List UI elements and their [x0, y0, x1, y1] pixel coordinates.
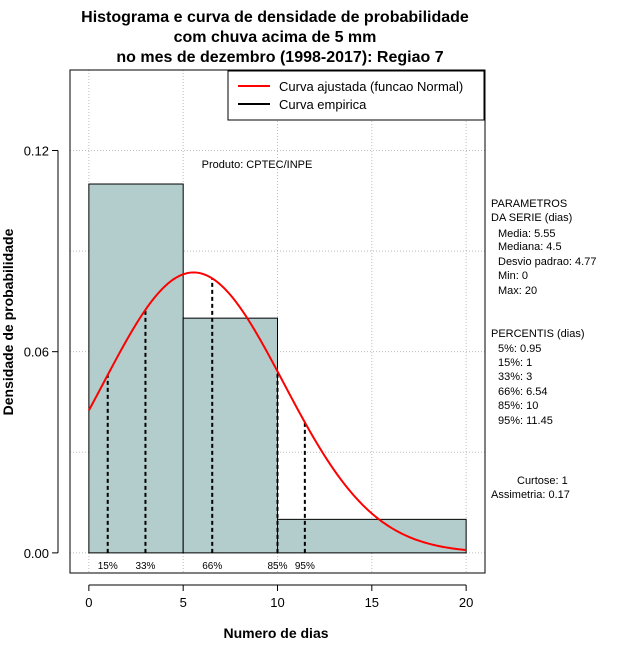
percentil-95: 95%: 11.45	[498, 415, 553, 427]
plot-frame	[69, 69, 486, 574]
percentil-15: 15%: 1	[498, 357, 532, 369]
legend-label-fitted: Curva ajustada (funcao Normal)	[279, 79, 463, 94]
param-desvio: Desvio padrao: 4.77	[498, 256, 596, 268]
chart-title-line-2: com chuva acima de 5 mm	[174, 29, 377, 46]
legend-label-empirical: Curva empirica	[279, 97, 367, 112]
histogram-bars	[88, 183, 467, 554]
param-media: Media: 5.55	[498, 228, 555, 240]
histogram-bar	[182, 317, 279, 554]
y-tick-label: 0.06	[24, 345, 49, 360]
percentile-lines: 15% 33% 66% 85% 95%	[98, 278, 315, 572]
fitted-curve	[87, 271, 467, 552]
x-axis-title: Numero de dias	[223, 625, 328, 641]
assimetria-value: Assimetria: 0.17	[491, 489, 570, 501]
parametros-title-2: DA SERIE (dias)	[491, 212, 572, 224]
x-tick-label: 20	[459, 595, 473, 610]
percentil-5: 5%: 0.95	[498, 343, 541, 355]
x-tick-label: 0	[85, 595, 92, 610]
percentil-85: 85%: 10	[498, 400, 538, 412]
percentil-66: 66%: 6.54	[498, 386, 548, 398]
percentile-label: 85%	[267, 561, 287, 572]
chart-title-line-1: Histograma e curva de densidade de proba…	[81, 9, 469, 26]
param-mediana: Mediana: 4.5	[498, 241, 562, 253]
param-max: Max: 20	[498, 285, 537, 297]
percentil-33: 33%: 3	[498, 371, 532, 383]
stats-panel: PARAMETROS DA SERIE (dias) Media: 5.55 M…	[491, 198, 596, 501]
y-tick-label: 0.00	[24, 546, 49, 561]
axes: 0 5 10 15 20 0.00 0.06 0.12	[24, 143, 474, 610]
x-tick-label: 5	[180, 595, 187, 610]
legend: Curva ajustada (funcao Normal) Curva emp…	[227, 70, 485, 121]
param-min: Min: 0	[498, 270, 528, 282]
y-tick-label: 0.12	[24, 143, 49, 158]
percentile-label: 33%	[135, 561, 155, 572]
curtose-value: Curtose: 1	[517, 475, 568, 487]
histogram-bar	[277, 518, 467, 554]
product-annotation: Produto: CPTEC/INPE	[202, 159, 313, 171]
percentis-title: PERCENTIS (dias)	[491, 328, 585, 340]
legend-box	[227, 70, 485, 121]
x-tick-label: 15	[365, 595, 379, 610]
parametros-title-1: PARAMETROS	[491, 198, 567, 210]
y-axis-title: Densidade de probabilidade	[0, 228, 16, 415]
percentile-label: 15%	[98, 561, 118, 572]
chart-title-line-3: no mes de dezembro (1998-2017): Regiao 7	[116, 49, 443, 66]
percentile-label: 66%	[202, 561, 222, 572]
histogram-bar	[88, 183, 184, 554]
percentile-label: 95%	[295, 561, 315, 572]
fitted-curve-line	[87, 271, 467, 552]
x-tick-label: 10	[270, 595, 284, 610]
